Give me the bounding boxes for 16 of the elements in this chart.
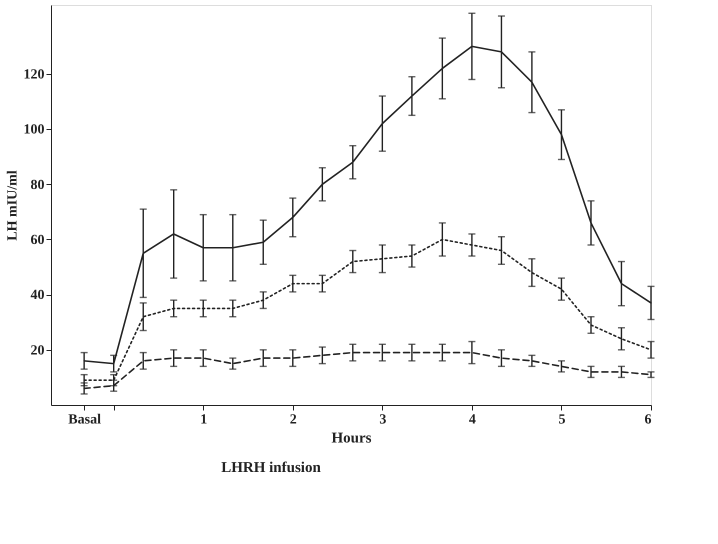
x-tick-label: 5 <box>558 412 566 428</box>
x-axis-title: Hours <box>331 430 372 446</box>
y-tick-label: 120 <box>24 67 44 82</box>
y-tick-label: 100 <box>24 122 44 138</box>
x-tick-label: 4 <box>468 412 476 428</box>
y-tick-label: 40 <box>30 288 44 304</box>
x-tick-label: 3 <box>379 412 386 428</box>
x-tick-label: 1 <box>200 412 208 428</box>
y-tick-label: 20 <box>30 343 44 358</box>
x-tick-label: 2 <box>290 412 297 428</box>
y-tick-label: 60 <box>30 232 44 248</box>
y-tick-label: 80 <box>30 178 44 193</box>
x-tick-label: Basal <box>68 412 102 428</box>
x-tick-label: 6 <box>644 412 652 428</box>
y-axis-title: LH mIU/ml <box>6 170 20 241</box>
text: LHRH infusion <box>221 460 322 476</box>
